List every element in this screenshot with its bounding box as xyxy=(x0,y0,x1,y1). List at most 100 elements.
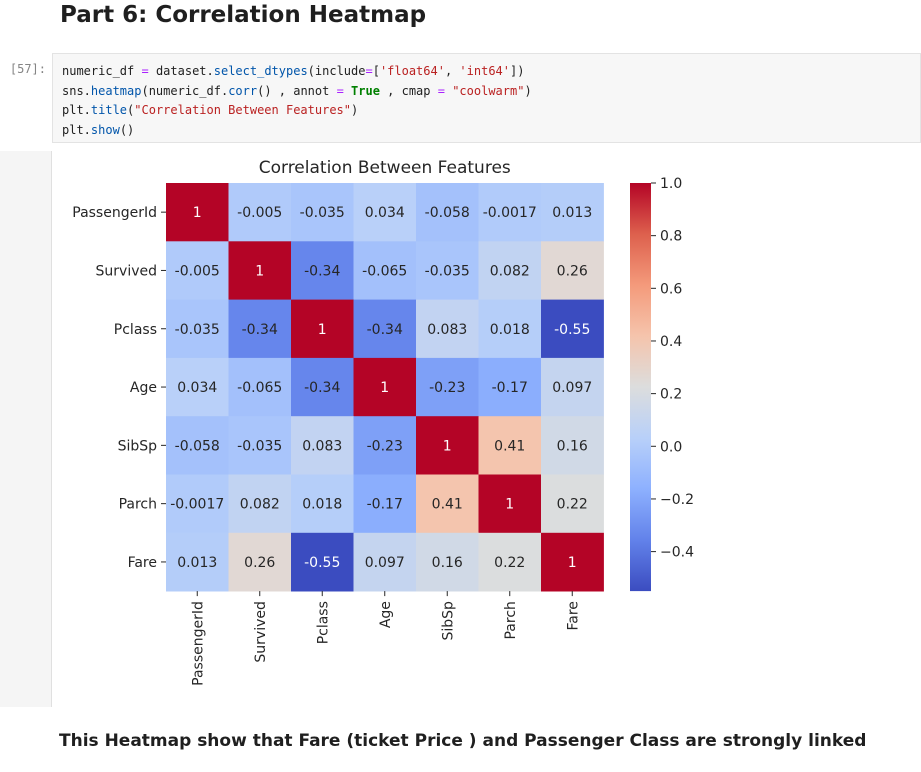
cell-annotation: -0.058 xyxy=(425,205,470,221)
conclusion-text: This Heatmap show that Fare (ticket Pric… xyxy=(59,731,867,751)
cell-annotation: 0.013 xyxy=(552,205,592,221)
cell-annotation: -0.065 xyxy=(362,263,407,279)
heatmap-cell xyxy=(166,474,229,534)
cell-annotation: 0.41 xyxy=(494,438,525,454)
colorbar-tick-label: −0.4 xyxy=(660,545,694,561)
heatmap-cell xyxy=(478,532,542,592)
heatmap-cell xyxy=(353,299,417,359)
x-tick-label: PassengerId xyxy=(190,601,206,686)
colorbar-tick-label: 0.8 xyxy=(660,229,682,245)
cell-annotation: 0.082 xyxy=(490,263,530,279)
cell-annotation: -0.005 xyxy=(175,263,220,279)
cell-annotation: 1 xyxy=(380,380,389,396)
y-tick-label: Survived xyxy=(96,263,157,279)
heatmap-cell xyxy=(166,241,229,300)
cell-annotation: 0.26 xyxy=(557,263,588,279)
cell-annotation: 0.083 xyxy=(302,438,342,454)
cell-annotation: -0.34 xyxy=(367,322,403,338)
y-tick-label: Parch xyxy=(119,497,157,513)
chart-title: Correlation Between Features xyxy=(259,158,511,178)
cell-annotation: -0.035 xyxy=(425,263,470,279)
cell-annotation: 0.16 xyxy=(432,555,463,571)
cell-annotation: 1 xyxy=(318,322,327,338)
cell-annotation: -0.55 xyxy=(304,555,340,571)
code-line: numeric_df = dataset.select_dtypes(inclu… xyxy=(62,64,525,78)
heatmap-cell xyxy=(353,532,417,592)
cell-annotation: -0.058 xyxy=(175,438,220,454)
heatmap-cell xyxy=(228,474,292,534)
cell-annotation: -0.55 xyxy=(554,322,590,338)
heatmap-cell xyxy=(228,241,292,300)
x-tick-label: Fare xyxy=(565,601,581,630)
y-tick-label: Pclass xyxy=(114,322,157,338)
code-cell[interactable]: numeric_df = dataset.select_dtypes(inclu… xyxy=(52,53,921,143)
heatmap-cell xyxy=(228,183,292,242)
cell-annotation: 0.22 xyxy=(494,555,525,571)
cell-annotation: -0.065 xyxy=(237,380,282,396)
cell-annotation: 1 xyxy=(193,205,202,221)
cell-annotation: -0.17 xyxy=(492,380,528,396)
cell-annotation: -0.23 xyxy=(429,380,465,396)
heatmap-cell xyxy=(478,183,542,242)
heatmap-cell xyxy=(291,241,354,300)
cell-annotation: 0.097 xyxy=(552,380,592,396)
cell-annotation: -0.0017 xyxy=(170,497,224,513)
heatmap-cell xyxy=(416,532,479,592)
cell-annotation: -0.005 xyxy=(237,205,282,221)
heatmap-cell xyxy=(416,357,479,417)
heatmap-cell xyxy=(228,532,292,592)
cell-annotation: 0.018 xyxy=(302,497,342,513)
cell-annotation: -0.34 xyxy=(304,263,340,279)
heatmap-cell xyxy=(541,357,604,417)
heatmap-cell xyxy=(478,299,542,359)
heatmap-cell xyxy=(353,474,417,534)
cell-annotation: 0.034 xyxy=(177,380,217,396)
heatmap-cell xyxy=(416,299,479,359)
x-tick-label: Age xyxy=(378,601,394,628)
x-tick-label: Parch xyxy=(503,601,519,639)
heatmap-cell xyxy=(478,241,542,300)
cell-annotation: 0.097 xyxy=(365,555,405,571)
code-line: plt.show() xyxy=(62,122,135,137)
y-tick-label: Age xyxy=(130,380,157,396)
cell-annotation: 0.013 xyxy=(177,555,217,571)
cell-annotation: -0.0017 xyxy=(483,205,537,221)
heatmap-cell xyxy=(291,532,354,592)
cell-annotation: 0.22 xyxy=(557,497,588,513)
heatmap-cell xyxy=(291,183,354,242)
x-tick-label: Pclass xyxy=(315,601,331,644)
heatmap-cell xyxy=(416,474,479,534)
heatmap-cell xyxy=(478,357,542,417)
heatmap-cell xyxy=(228,416,292,475)
cell-annotation: 0.16 xyxy=(557,438,588,454)
y-tick-label: Fare xyxy=(128,555,157,571)
section-heading: Part 6: Correlation Heatmap xyxy=(60,2,427,28)
heatmap-cell xyxy=(291,474,354,534)
heatmap-cell xyxy=(353,183,417,242)
cell-annotation: 1 xyxy=(568,555,577,571)
heatmap-cell xyxy=(166,416,229,475)
output-gutter xyxy=(0,151,52,707)
cell-annotation: 1 xyxy=(443,438,452,454)
cell-annotation: 0.034 xyxy=(365,205,405,221)
heatmap-cell xyxy=(478,474,542,534)
heatmap-cell xyxy=(353,357,417,417)
cell-annotation: 0.018 xyxy=(490,322,530,338)
heatmap-cell xyxy=(291,299,354,359)
y-tick-label: PassengerId xyxy=(72,205,157,221)
heatmap-cell xyxy=(541,532,604,592)
heatmap-cell xyxy=(478,416,542,475)
colorbar-tick-label: 0.2 xyxy=(660,387,682,403)
code-line: sns.heatmap(numeric_df.corr() , annot = … xyxy=(62,83,532,98)
heatmap-cell xyxy=(228,299,292,359)
heatmap-cell xyxy=(416,183,479,242)
x-tick-label: SibSp xyxy=(440,601,456,641)
colorbar-tick-label: 1.0 xyxy=(660,176,682,192)
code-line: plt.title("Correlation Between Features"… xyxy=(62,103,359,117)
cell-annotation: 0.083 xyxy=(427,322,467,338)
heatmap-cell xyxy=(541,299,604,359)
x-tick-label: Survived xyxy=(253,601,269,662)
colorbar-tick-label: 0.0 xyxy=(660,439,682,455)
heatmap-cell xyxy=(541,416,604,475)
cell-annotation: -0.17 xyxy=(367,497,403,513)
